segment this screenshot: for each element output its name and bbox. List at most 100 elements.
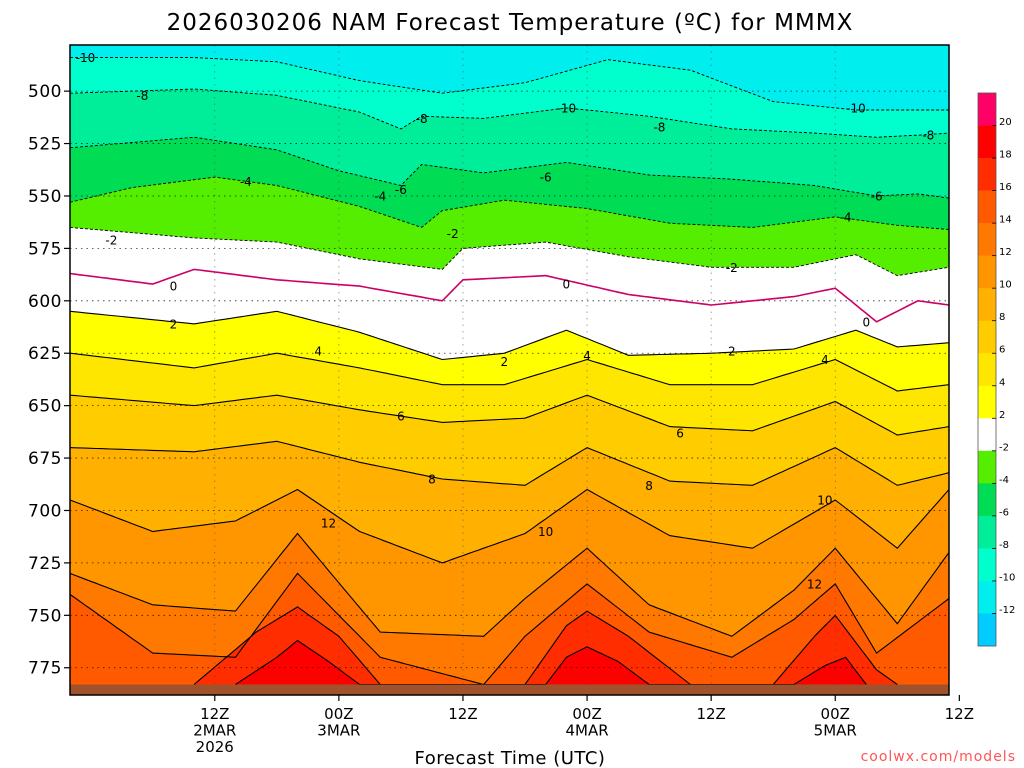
isotherm-label: 6 <box>676 426 684 440</box>
colorbar-swatch <box>978 93 996 126</box>
time-tick-label: 00Z <box>821 705 850 723</box>
time-tick-label: 12Z <box>448 705 477 723</box>
isotherm-line <box>70 310 949 361</box>
colorbar-swatch <box>978 223 996 256</box>
time-tick-label: 12Z <box>696 705 725 723</box>
colorbar-tick-label: 8 <box>999 312 1005 323</box>
pressure-tick-label: 750 <box>28 606 62 626</box>
colorbar-swatch <box>978 353 996 387</box>
colorbar-swatch <box>978 288 996 322</box>
isotherm-label: 2 <box>728 345 736 359</box>
isotherm-line <box>70 532 949 637</box>
pressure-tick-label: 625 <box>28 344 62 364</box>
isotherm-labels: -10 -8 -8 -10 -8 -10 -8 -6 -6 -6 -4 -4 -4 -2 -2 -2 0 0 0 2 2… <box>76 51 935 591</box>
isotherm-line <box>70 136 949 199</box>
pressure-tick-label: 550 <box>28 187 62 207</box>
colorbar-tick-label: 2 <box>999 410 1005 421</box>
isotherm-label: 2 <box>501 355 509 369</box>
isotherm-label: 8 <box>645 479 653 493</box>
isotherm-label: -2 <box>447 227 459 241</box>
pressure-tick-label: 775 <box>28 659 62 679</box>
isotherm-label: -6 <box>540 171 552 185</box>
isotherm-label: 0 <box>862 315 870 329</box>
colorbar-swatch <box>978 580 996 614</box>
colorbar-tick-label: 14 <box>999 215 1012 226</box>
isotherm-line <box>193 606 898 686</box>
isotherm-line <box>70 572 949 686</box>
time-tick-label: 3MAR <box>317 722 360 740</box>
pressure-tick-label: 525 <box>28 135 62 155</box>
isotherm-line <box>70 88 949 138</box>
time-tick-label: 00Z <box>572 705 601 723</box>
colorbar-tick-label: 18 <box>999 150 1012 161</box>
chart-title: 2026030206 NAM Forecast Temperature (ºC)… <box>167 10 854 36</box>
pressure-tick-label: 675 <box>28 449 62 469</box>
colorbar-swatch <box>978 548 996 582</box>
isotherm-line <box>70 226 949 277</box>
pressure-axis: 500 525 550 575 600 625 650 675 700 725 750 775 <box>28 82 70 679</box>
colorbar-tick-label: -4 <box>999 475 1009 486</box>
pressure-tick-label: 650 <box>28 397 62 417</box>
isotherm-line <box>70 394 949 436</box>
isotherm-label: 12 <box>807 577 822 591</box>
isotherm-line <box>70 488 949 564</box>
isotherm-label: 4 <box>821 353 829 367</box>
colorbar-tick-label: 20 <box>999 117 1012 128</box>
colorbar-tick-label: 12 <box>999 247 1012 258</box>
color-bar-legend: 20 18 16 14 12 10 8 6 4 2 -2 -4 -6 -8 -10 -12 <box>977 92 1015 647</box>
colorbar-swatch <box>978 613 996 647</box>
colorbar-tick-label: -6 <box>999 507 1009 518</box>
isotherm-label: -10 <box>846 101 866 115</box>
isotherm-label: 10 <box>538 525 553 539</box>
colorbar-tick-label: -10 <box>999 572 1015 583</box>
plot-area: -10 -8 -8 -10 -8 -10 -8 -6 -6 -6 -4 -4 -4 -2 -2 -2 0 0 0 2 2… <box>70 45 949 695</box>
colorbar-tick-label: 16 <box>999 182 1012 193</box>
isotherm-line <box>70 352 949 392</box>
isotherm-label: -2 <box>726 261 738 275</box>
time-tick-label: 5MAR <box>814 722 857 740</box>
isotherm-label: 6 <box>397 410 405 424</box>
isotherm-label: 2 <box>170 317 178 331</box>
time-tick-label: 12Z <box>945 705 974 723</box>
colorbar-swatch <box>978 483 996 517</box>
colorbar-swatch <box>978 320 996 354</box>
plot-frame <box>69 44 950 696</box>
gridlines <box>70 45 949 695</box>
time-tick-label: 4MAR <box>565 722 608 740</box>
pressure-tick-label: 600 <box>28 292 62 312</box>
time-tick-label: 2026 <box>196 738 234 756</box>
isotherm-label: -8 <box>416 112 428 126</box>
colorbar-swatch <box>978 385 996 419</box>
isotherm-label: -10 <box>557 101 577 115</box>
pressure-tick-label: 700 <box>28 501 62 521</box>
isotherm-label: 4 <box>314 345 322 359</box>
isotherm-label: 12 <box>321 517 336 531</box>
colorbar-tick-label: 4 <box>999 377 1005 388</box>
colorbar-tick-label: -8 <box>999 540 1009 551</box>
time-tick-label: 00Z <box>324 705 353 723</box>
pressure-tick-label: 575 <box>28 239 62 259</box>
isotherm-label: -8 <box>922 129 934 143</box>
temperature-bands <box>70 57 949 695</box>
pressure-tick-label: 725 <box>28 554 62 574</box>
colorbar-tick-label: -12 <box>999 605 1015 616</box>
colorbar-swatch <box>978 125 996 159</box>
isotherm-line <box>70 440 949 486</box>
isotherm-label: -4 <box>240 175 252 189</box>
colorbar-swatch <box>978 158 996 191</box>
isotherm-label: -10 <box>76 51 96 65</box>
isotherm-label: -4 <box>840 210 852 224</box>
colorbar-swatch <box>978 418 996 452</box>
isotherm-label: 4 <box>583 349 591 363</box>
isotherm-label: 0 <box>563 278 571 292</box>
isotherm-label: 8 <box>428 473 436 487</box>
isotherm-label: -8 <box>653 120 665 134</box>
isotherm-lines <box>70 57 949 686</box>
colorbar-tick-label: -2 <box>999 442 1009 453</box>
time-tick-label: 2MAR <box>193 722 236 740</box>
colorbar-tick-label: 6 <box>999 345 1005 356</box>
colorbar-swatch <box>978 255 996 289</box>
isotherm-label: -6 <box>395 183 407 197</box>
isotherm-label: -8 <box>136 89 148 103</box>
